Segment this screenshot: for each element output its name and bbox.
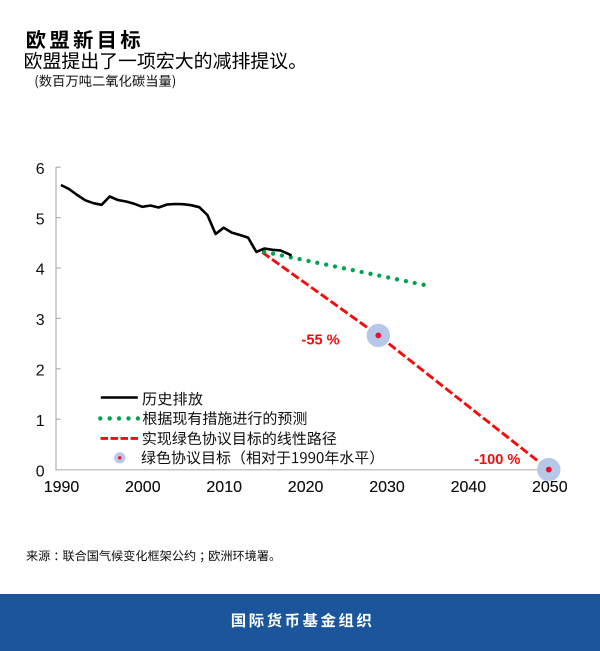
- svg-text:2030: 2030: [369, 479, 405, 496]
- svg-text:0: 0: [36, 463, 45, 480]
- svg-text:2020: 2020: [288, 479, 324, 496]
- svg-text:-100 %: -100 %: [474, 452, 520, 468]
- svg-text:2020: 2020: [288, 479, 324, 496]
- svg-text:1990: 1990: [44, 479, 80, 496]
- svg-text:2010: 2010: [206, 479, 242, 496]
- svg-text:4: 4: [36, 262, 45, 279]
- svg-text:2050: 2050: [532, 479, 568, 496]
- svg-text:2000: 2000: [125, 479, 161, 496]
- svg-text:2040: 2040: [451, 479, 487, 496]
- svg-text:1990: 1990: [44, 479, 80, 496]
- svg-text:2000: 2000: [125, 479, 161, 496]
- svg-text:2040: 2040: [451, 479, 487, 496]
- svg-text:5: 5: [36, 211, 45, 228]
- svg-text:2050: 2050: [532, 479, 568, 496]
- svg-text:2030: 2030: [369, 479, 405, 496]
- svg-text:-55 %: -55 %: [301, 333, 339, 349]
- svg-text:6: 6: [36, 161, 45, 178]
- svg-text:2: 2: [36, 363, 45, 380]
- svg-text:3: 3: [36, 312, 45, 329]
- svg-text:1: 1: [36, 413, 45, 430]
- svg-text:2010: 2010: [206, 479, 242, 496]
